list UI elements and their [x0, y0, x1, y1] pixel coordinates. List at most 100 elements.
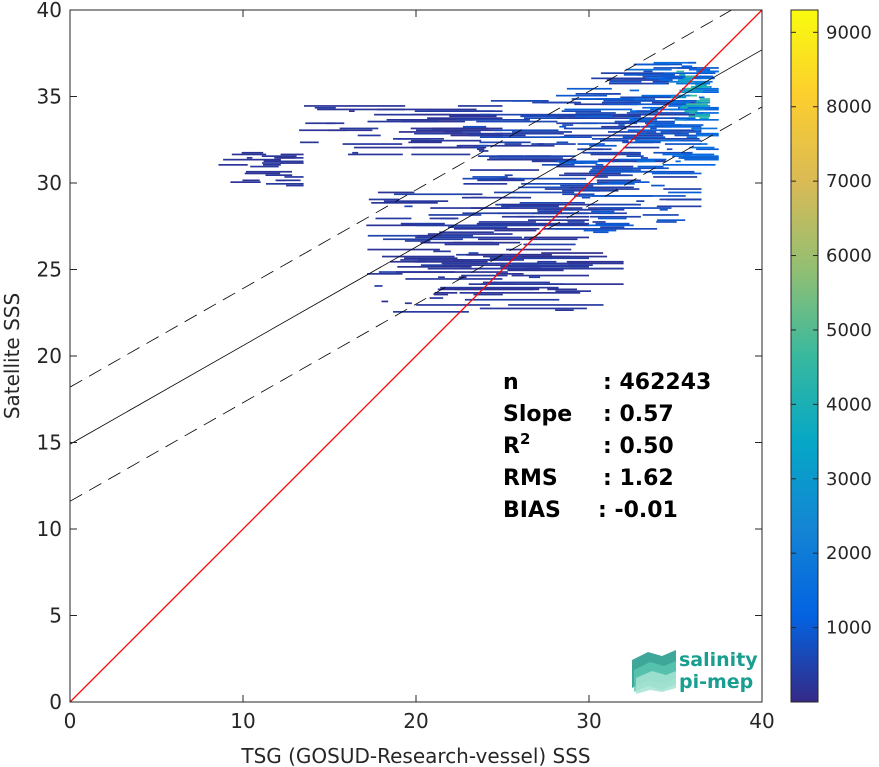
density-cell — [651, 184, 665, 187]
density-cell — [588, 113, 614, 116]
stat-value: : -0.01 — [598, 498, 678, 523]
colorbar-scale — [791, 10, 818, 702]
density-cell — [472, 146, 480, 149]
density-cell — [528, 219, 589, 221]
density-cell — [434, 292, 458, 294]
density-cell — [564, 108, 633, 111]
density-cell — [695, 113, 711, 116]
density-cell — [501, 203, 589, 206]
density-cell — [568, 208, 599, 211]
density-cell — [544, 283, 624, 285]
density-cell — [601, 125, 641, 128]
density-cell — [456, 119, 529, 121]
y-tick-label: 40 — [37, 0, 62, 22]
density-cell — [558, 117, 636, 119]
density-cell — [682, 105, 709, 107]
density-cell — [382, 255, 455, 258]
density-cell — [623, 146, 660, 149]
stats-box: n: 462243 Slope: 0.57 R2: 0.50 RMS: 1.62 BIA… — [503, 370, 711, 523]
density-cell — [593, 228, 658, 230]
density-cell — [349, 110, 355, 112]
density-cell — [653, 82, 665, 85]
density-cell — [596, 183, 635, 185]
density-cell — [575, 93, 620, 95]
density-cell — [676, 70, 684, 73]
density-cell — [589, 144, 617, 147]
density-cell — [643, 70, 653, 73]
density-cells — [218, 61, 719, 313]
density-cell — [661, 113, 702, 116]
density-cell — [599, 169, 633, 171]
x-axis-label: TSG (GOSUD-Research-vessel) SSS — [240, 744, 590, 767]
density-cell — [431, 127, 503, 130]
density-cell — [616, 134, 664, 137]
density-cell — [468, 134, 526, 137]
density-cell — [679, 89, 699, 92]
density-cell — [449, 115, 497, 118]
density-cell — [650, 127, 657, 130]
density-cell — [684, 158, 719, 161]
density-cell — [386, 119, 473, 121]
stat-value: : 1.62 — [603, 466, 674, 491]
lower-band-line — [70, 106, 762, 502]
density-cell — [606, 79, 673, 81]
density-cell — [434, 293, 449, 296]
stat-label: R2 — [503, 430, 530, 459]
density-cell — [414, 110, 503, 112]
density-cell — [521, 255, 608, 258]
density-cell — [430, 207, 510, 209]
density-cell — [454, 228, 540, 230]
density-cell — [428, 214, 482, 216]
y-tick-label: 35 — [37, 85, 62, 109]
density-cell — [511, 274, 589, 277]
density-cell — [695, 101, 711, 104]
density-cell — [262, 162, 285, 164]
density-cell — [641, 94, 693, 97]
density-cell — [664, 139, 702, 142]
density-cell — [504, 174, 513, 177]
density-cell — [555, 290, 591, 292]
density-cell — [263, 164, 281, 166]
density-cell — [404, 257, 458, 260]
density-cell — [491, 136, 592, 138]
density-cell — [656, 219, 686, 221]
density-cell — [396, 271, 508, 273]
y-tick-label: 10 — [37, 517, 62, 541]
density-cell — [593, 231, 609, 234]
density-cell — [631, 195, 686, 197]
density-cell — [685, 75, 695, 78]
density-cell — [367, 248, 440, 251]
density-cell — [566, 260, 624, 263]
density-cell — [592, 167, 669, 170]
density-cell — [689, 146, 715, 149]
x-tick-label: 40 — [749, 709, 774, 733]
density-cell — [594, 176, 608, 178]
stat-label: RMS — [503, 466, 558, 491]
density-cell — [680, 106, 688, 109]
density-cell — [698, 96, 705, 99]
density-cell — [453, 259, 515, 261]
y-tick-label: 20 — [37, 344, 62, 368]
density-cell — [494, 177, 587, 180]
density-cell — [489, 257, 589, 260]
density-cell — [465, 193, 483, 196]
density-cell — [448, 226, 508, 228]
density-cell — [466, 253, 552, 256]
stat-label: BIAS — [503, 498, 561, 523]
density-cell — [559, 174, 629, 177]
density-cell — [587, 224, 634, 227]
density-cell — [416, 129, 503, 132]
density-cell — [501, 205, 510, 208]
density-cell — [634, 98, 645, 100]
density-cell — [317, 108, 405, 111]
density-cell — [479, 141, 531, 144]
stat-value: : 462243 — [603, 370, 711, 395]
density-cell — [246, 157, 253, 159]
density-cell — [678, 106, 719, 109]
density-cell — [404, 205, 413, 208]
density-cell — [452, 241, 521, 244]
colorbar-tick-label: 6000 — [826, 246, 872, 267]
density-cell — [433, 250, 451, 253]
density-cell — [416, 304, 491, 306]
colorbar: 1000 2000 3000 4000 5000 6000 7000 8000 9000 — [790, 9, 872, 703]
